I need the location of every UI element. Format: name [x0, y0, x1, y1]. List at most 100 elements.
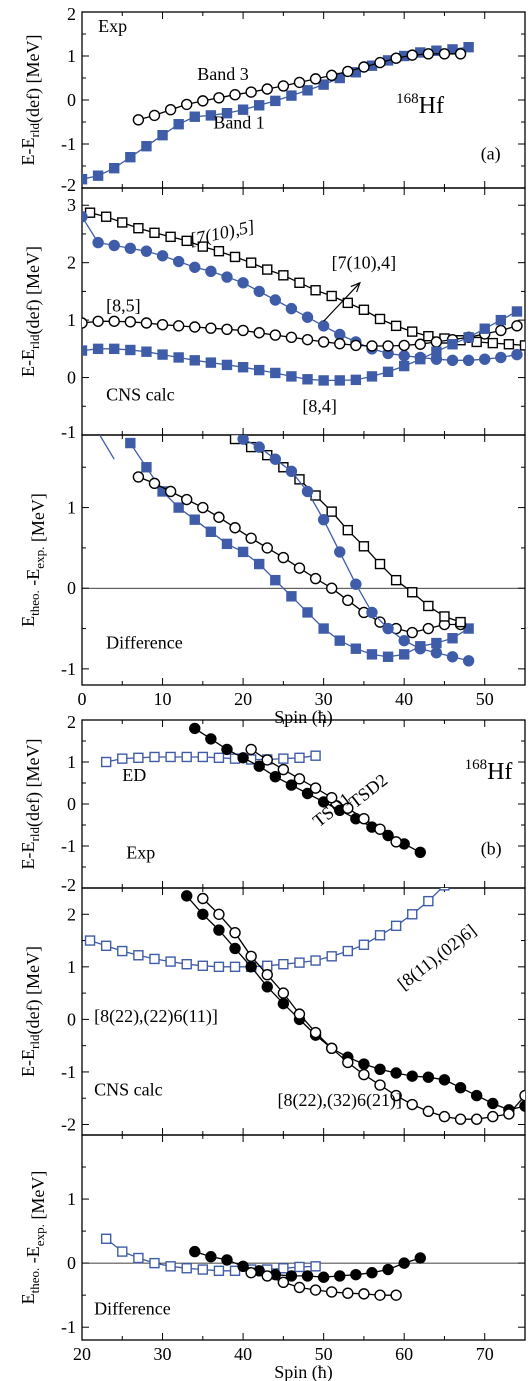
y-tick-label: 0 [67, 90, 76, 110]
data-point [317, 513, 330, 526]
data-point [390, 1089, 402, 1102]
data-point [213, 961, 225, 973]
data-point [253, 760, 265, 772]
data-point [511, 306, 523, 317]
data-point [519, 1089, 525, 1102]
data-point [293, 1281, 306, 1294]
data-point [197, 241, 209, 252]
data-point [325, 69, 338, 82]
data-point [277, 551, 290, 564]
series-layer [100, 1233, 426, 1301]
data-point [462, 655, 475, 667]
data-point [374, 56, 386, 69]
data-point [149, 751, 160, 763]
series-line [186, 895, 525, 1111]
data-point [350, 1268, 362, 1281]
data-point [278, 753, 289, 764]
data-point [293, 562, 306, 574]
data-point [390, 836, 402, 848]
data-point [342, 524, 353, 536]
annotation: Band 3 [197, 64, 249, 84]
y-axis-label: Etheo. -Eexp. [MeV] [18, 493, 48, 627]
data-point [407, 587, 418, 598]
data-point [245, 532, 257, 544]
plot-frame [81, 719, 526, 889]
data-point [165, 1261, 176, 1272]
data-point [269, 453, 282, 465]
data-point [422, 48, 435, 60]
data-point [253, 100, 265, 111]
data-point [124, 316, 137, 328]
data-point [213, 511, 225, 523]
data-point [245, 950, 257, 963]
y-tick-label: 3 [67, 195, 76, 215]
data-point [269, 294, 282, 306]
data-point [439, 611, 450, 622]
data-point [278, 959, 289, 970]
annotation: Band 1 [213, 113, 265, 133]
data-point [189, 722, 201, 735]
data-point [181, 890, 193, 902]
data-point [310, 750, 321, 761]
data-point [318, 375, 329, 386]
data-point [470, 1113, 483, 1125]
data-point [454, 1082, 467, 1094]
data-point [133, 223, 144, 234]
data-point [237, 362, 249, 373]
data-point [358, 1058, 370, 1070]
y-tick-label: -1 [61, 659, 76, 679]
y-tick-label: -1 [61, 836, 76, 856]
data-point [334, 375, 345, 386]
data-point [326, 506, 337, 517]
data-point [229, 522, 241, 534]
panel-a-exp: -2 -1 0 1 2 E-Erld(def) [MeV] Exp Band 3 Band 1 (… [18, 4, 526, 195]
data-point [221, 107, 233, 119]
data-point [422, 622, 435, 635]
y-tick-label: -1 [61, 134, 76, 154]
data-point [205, 110, 217, 121]
data-point [293, 76, 306, 89]
data-point [181, 751, 192, 763]
data-point [406, 1098, 418, 1111]
data-point [237, 752, 249, 764]
y-tick-label: 2 [67, 712, 76, 732]
data-point [221, 323, 233, 336]
y-tick-label: -2 [61, 1114, 76, 1134]
data-point [165, 231, 176, 243]
data-point [229, 251, 241, 263]
data-point [117, 753, 128, 764]
data-point [173, 118, 184, 130]
data-point [503, 1108, 515, 1120]
series-line [82, 46, 469, 180]
data-point [286, 371, 297, 382]
data-point [172, 320, 185, 332]
data-point [197, 1264, 209, 1275]
plot-frame [81, 11, 526, 189]
data-point [317, 1271, 330, 1283]
data-point [454, 48, 467, 60]
x-tick-label: 50 [315, 1344, 333, 1364]
data-point [350, 374, 362, 386]
annotation: CNS calc [94, 1080, 162, 1100]
data-point [390, 1067, 402, 1079]
data-point [197, 95, 209, 107]
data-point [125, 151, 136, 163]
data-point [197, 892, 209, 905]
annotation: [8(11),(02)6] [394, 920, 481, 994]
data-point [92, 343, 104, 355]
data-point [366, 371, 378, 382]
data-point [117, 1246, 128, 1257]
series-line [250, 1272, 397, 1296]
data-point [350, 643, 362, 654]
data-point [374, 558, 386, 570]
data-point [519, 1100, 525, 1112]
data-point [454, 1113, 467, 1125]
series-line [98, 435, 115, 460]
data-point [325, 792, 338, 804]
annotation: (a) [481, 143, 501, 164]
data-point [382, 366, 394, 378]
y-tick-label: 1 [67, 310, 76, 330]
arrow-line [323, 282, 361, 322]
plot-frame [81, 434, 526, 686]
